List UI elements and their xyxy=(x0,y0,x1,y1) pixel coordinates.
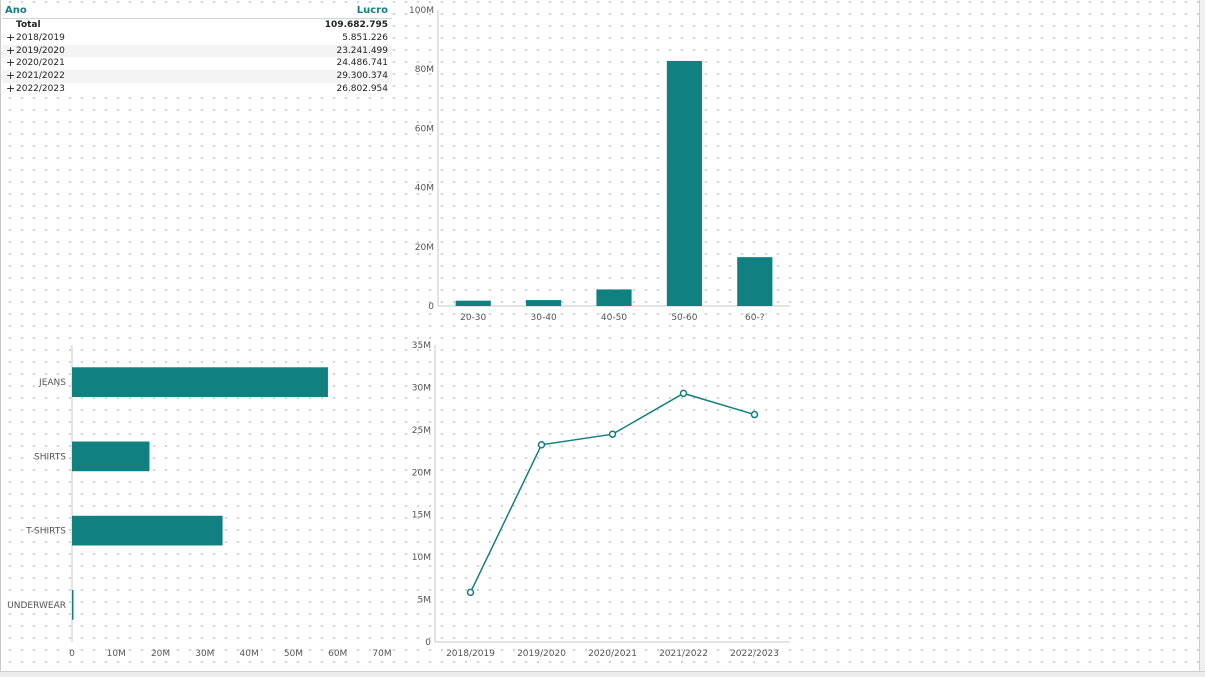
y-tick-label: 0 xyxy=(428,302,434,312)
plus-icon[interactable]: + xyxy=(6,43,16,57)
x-tick-label: 10M xyxy=(107,649,126,659)
matrix-row[interactable]: +2021/2022 29.300.374 xyxy=(2,69,392,83)
matrix-row[interactable]: +2022/2023 26.802.954 xyxy=(2,81,392,96)
x-tick-label: 60-? xyxy=(745,313,765,323)
y-tick-label: 10M xyxy=(412,553,431,563)
bar xyxy=(455,300,491,306)
x-tick-label: 40-50 xyxy=(601,313,627,323)
bar xyxy=(526,300,562,306)
matrix-row-label: 2019/2020 xyxy=(16,45,65,56)
plus-icon[interactable]: + xyxy=(6,30,16,44)
matrix-header-year[interactable]: Ano xyxy=(5,5,27,16)
y-tick-label: SHIRTS xyxy=(34,452,66,462)
y-tick-label: 80M xyxy=(415,65,434,75)
matrix-row-value: 24.486.741 xyxy=(336,58,388,69)
y-tick-label: 0 xyxy=(425,638,431,648)
y-tick-label: 15M xyxy=(412,511,431,521)
y-tick-label: 20M xyxy=(415,243,434,253)
matrix-row-label: 2018/2019 xyxy=(16,32,65,43)
matrix-row[interactable]: +2019/2020 23.241.499 xyxy=(2,43,392,58)
x-tick-label: 2020/2021 xyxy=(588,649,637,659)
y-tick-label: T-SHIRTS xyxy=(25,527,66,537)
x-tick-label: 20M xyxy=(151,649,170,659)
matrix-total-value: 109.682.795 xyxy=(324,20,388,30)
x-tick-label: 40M xyxy=(240,649,259,659)
x-tick-label: 30-40 xyxy=(531,313,557,323)
x-tick-label: 2018/2019 xyxy=(446,649,495,659)
y-tick-label: 25M xyxy=(412,426,431,436)
canvas-left-border xyxy=(0,0,1,677)
canvas-right-scrollbar[interactable] xyxy=(1199,0,1205,677)
y-tick-label: 20M xyxy=(412,468,431,478)
y-tick-label: 35M xyxy=(412,341,431,351)
data-point xyxy=(466,588,475,597)
plus-icon[interactable]: + xyxy=(6,81,16,95)
matrix-row[interactable]: +2018/2019 5.851.226 xyxy=(2,30,392,45)
y-tick-label: UNDERWEAR xyxy=(7,601,66,611)
y-tick-label: JEANS xyxy=(38,378,66,388)
data-point xyxy=(679,389,688,398)
x-tick-label: 50-60 xyxy=(671,313,697,323)
profit-by-year-matrix: Ano Lucro Total 109.682.795 +2018/2019 5… xyxy=(2,3,392,96)
bar xyxy=(666,60,702,306)
matrix-row-label: 2020/2021 xyxy=(16,58,65,69)
x-tick-label: 2021/2022 xyxy=(659,649,708,659)
matrix-row[interactable]: +2020/2021 24.486.741 xyxy=(2,57,392,70)
x-tick-label: 2019/2020 xyxy=(517,649,566,659)
matrix-row-value: 26.802.954 xyxy=(336,83,388,94)
bar xyxy=(72,590,74,620)
matrix-total-label: Total xyxy=(16,20,41,30)
matrix-total-row: Total 109.682.795 xyxy=(2,19,392,32)
matrix-row-value: 5.851.226 xyxy=(342,32,388,43)
matrix-header-profit[interactable]: Lucro xyxy=(356,5,388,16)
y-tick-label: 5M xyxy=(418,596,432,606)
plus-icon[interactable]: + xyxy=(6,56,16,70)
matrix-header: Ano Lucro xyxy=(2,3,392,19)
x-tick-label: 50M xyxy=(284,649,303,659)
x-tick-label: 60M xyxy=(328,649,347,659)
x-tick-label: 0 xyxy=(69,649,75,659)
x-tick-label: 20-30 xyxy=(460,313,486,323)
y-tick-label: 30M xyxy=(412,383,431,393)
x-tick-label: 30M xyxy=(195,649,214,659)
bar xyxy=(72,441,150,472)
matrix-row-value: 29.300.374 xyxy=(336,71,388,82)
data-point xyxy=(537,441,546,449)
bar xyxy=(596,289,632,306)
bar xyxy=(72,367,328,397)
x-tick-label: 2022/2023 xyxy=(730,649,779,659)
plus-icon[interactable]: + xyxy=(6,69,16,83)
data-point xyxy=(608,430,617,438)
x-tick-label: 70M xyxy=(372,649,391,659)
canvas-bottom-scrollbar[interactable] xyxy=(0,671,1205,677)
series-line xyxy=(469,392,755,593)
y-tick-label: 60M xyxy=(415,124,434,134)
y-tick-label: 40M xyxy=(415,184,434,194)
matrix-row-label: 2021/2022 xyxy=(16,71,65,82)
matrix-row-label: 2022/2023 xyxy=(16,83,65,94)
matrix-row-value: 23.241.499 xyxy=(336,45,388,56)
bar xyxy=(737,257,773,306)
data-point xyxy=(750,410,759,419)
y-tick-label: 100M xyxy=(409,6,434,16)
bar xyxy=(72,515,223,546)
